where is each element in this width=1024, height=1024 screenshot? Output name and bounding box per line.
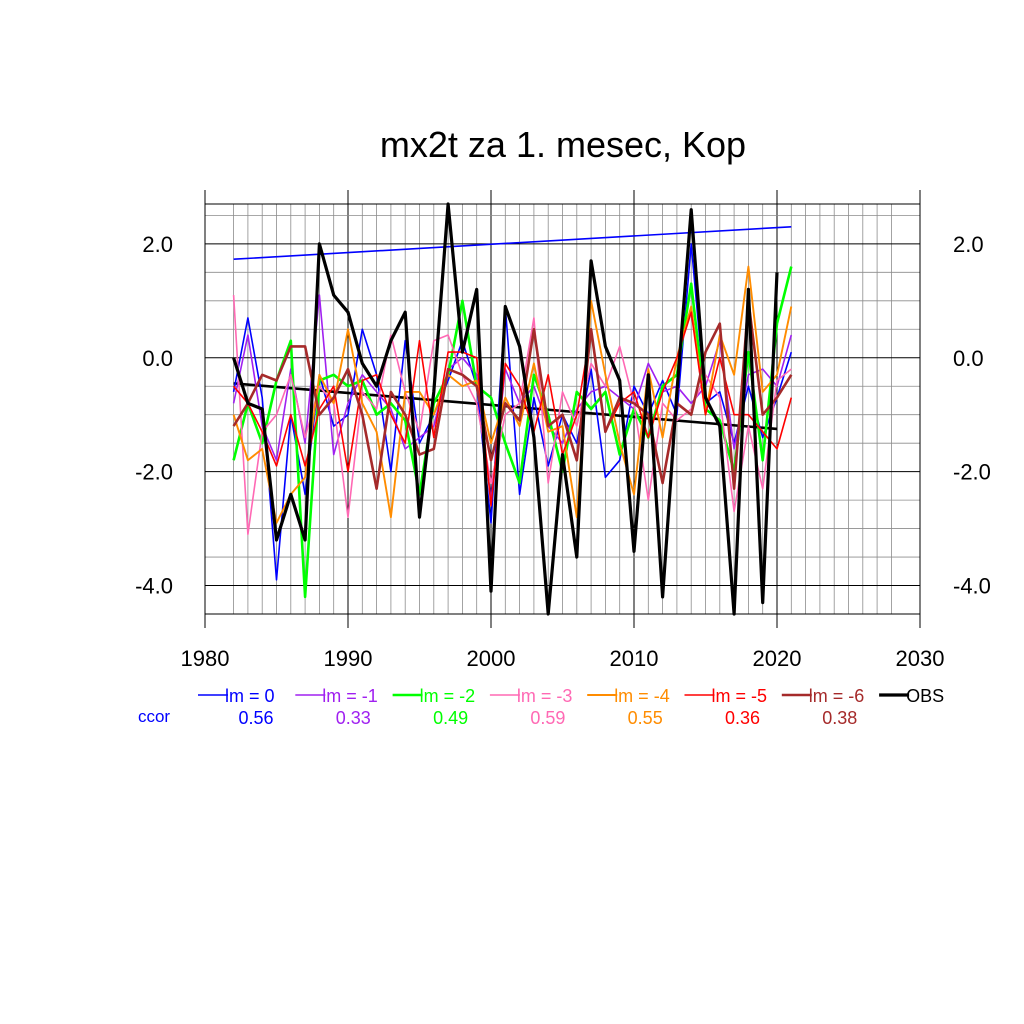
series-line xyxy=(232,311,793,507)
plot-border xyxy=(204,203,921,615)
y-tick-label: 0.0 xyxy=(953,346,984,371)
ccor-value: 0.49 xyxy=(433,708,468,728)
ccor-value: 0.38 xyxy=(822,708,857,728)
ccor-value: 0.33 xyxy=(336,708,371,728)
legend-label: lm = 0 xyxy=(225,686,275,706)
y-tick-label: -4.0 xyxy=(953,574,991,599)
legend-label: lm = -6 xyxy=(809,686,865,706)
x-tick-label: 2030 xyxy=(896,646,945,671)
y-tick-label: -4.0 xyxy=(135,574,173,599)
chart-title: mx2t za 1. mesec, Kop xyxy=(380,124,746,165)
trend-line xyxy=(233,225,792,261)
series-line xyxy=(232,266,793,599)
series-lines xyxy=(232,202,793,616)
ccor-value: 0.59 xyxy=(530,708,565,728)
ccor-value: 0.56 xyxy=(238,708,273,728)
series-line xyxy=(232,299,793,490)
axes: 1980 1990 2000 2010 2020 2030 2.0 2.0 0.0 0.0 -2.0… xyxy=(135,190,991,671)
x-tick-label: 2010 xyxy=(610,646,659,671)
series-line xyxy=(232,294,793,501)
legend-label: lm = -2 xyxy=(420,686,476,706)
y-tick-label: 2.0 xyxy=(142,232,173,257)
ccor-value: 0.36 xyxy=(725,708,760,728)
y-tick-label: 0.0 xyxy=(142,346,173,371)
legend-label: OBS xyxy=(906,686,944,706)
legend-label: lm = -5 xyxy=(712,686,768,706)
plot-frame xyxy=(204,203,921,615)
x-tick-label: 2020 xyxy=(753,646,802,671)
x-tick-label: 1980 xyxy=(181,646,230,671)
y-tick-label: 2.0 xyxy=(953,232,984,257)
ccor-value: 0.55 xyxy=(628,708,663,728)
x-tick-label: 2000 xyxy=(467,646,516,671)
legend: ccor lm = 00.56 lm = -10.33 lm = -20.49 lm =… xyxy=(138,686,944,728)
legend-label: lm = -1 xyxy=(322,686,378,706)
series-line xyxy=(232,202,779,616)
y-tick-label: -2.0 xyxy=(953,460,991,485)
series-line xyxy=(232,295,792,536)
legend-label: lm = -3 xyxy=(517,686,573,706)
ccor-label: ccor xyxy=(138,707,170,726)
y-tick-label: -2.0 xyxy=(135,460,173,485)
legend-label: lm = -4 xyxy=(614,686,670,706)
x-tick-label: 1990 xyxy=(324,646,373,671)
